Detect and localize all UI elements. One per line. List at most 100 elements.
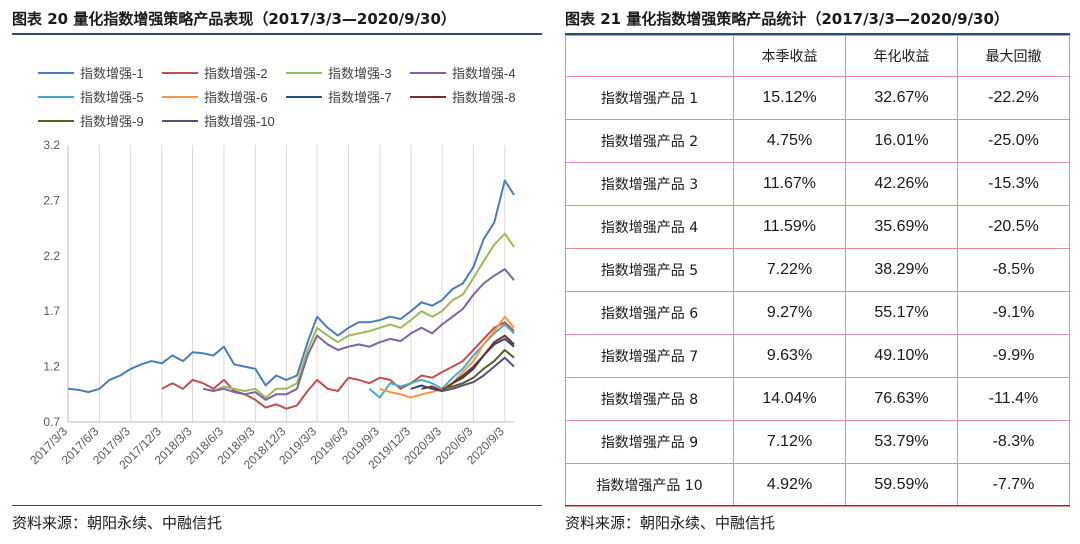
row-name: 指数增强产品 1 [565,76,734,120]
legend-item: 指数增强-10 [162,111,275,130]
series-line-4 [202,268,515,401]
legend-swatch [162,71,198,74]
quarter-return-cell: 15.12% [733,76,846,120]
stats-table: 本季收益 年化收益 最大回撤 指数增强产品 1 15.12% 32.67% -22.2… [565,35,1070,507]
header-quarter-return: 本季收益 [733,35,846,77]
legend-label: 指数增强-9 [80,114,144,129]
legend-swatch [162,95,198,98]
left-title-rule [12,33,542,35]
right-source-text: 资料来源：朝阳永续、中融信托 [565,514,776,532]
annual-return-cell: 32.67% [845,76,958,120]
line-chart: 3.22.72.21.71.20.72017/3/32017/6/32017/9… [27,138,515,472]
drawdown-cell: -15.3% [957,162,1070,206]
table-title: 图表 21 量化指数增强策略产品统计（2017/3/3—2020/9/30） [565,10,1009,28]
legend-label: 指数增强-5 [80,90,144,105]
quarter-return-cell: 4.75% [733,119,846,163]
quarter-return-cell: 7.22% [733,248,846,292]
legend-item: 指数增强-8 [410,87,516,106]
y-tick-label: 2.7 [43,193,60,207]
table-row: 指数增强产品 9 7.12% 53.79% -8.3% [565,420,1070,464]
legend-swatch [410,95,446,98]
drawdown-cell: -7.7% [957,463,1070,507]
drawdown-cell: -9.9% [957,334,1070,378]
header-max-drawdown: 最大回撤 [957,35,1070,77]
legend-item: 指数增强-2 [162,63,268,82]
table-row: 指数增强产品 1 15.12% 32.67% -22.2% [565,76,1070,120]
legend-label: 指数增强-4 [452,66,516,81]
table-row: 指数增强产品 8 14.04% 76.63% -11.4% [565,377,1070,421]
drawdown-cell: -11.4% [957,377,1070,421]
legend-label: 指数增强-2 [204,66,268,81]
quarter-return-cell: 9.63% [733,334,846,378]
annual-return-cell: 42.26% [845,162,958,206]
row-name: 指数增强产品 3 [565,162,734,206]
series-line-8 [421,334,515,392]
row-name: 指数增强产品 6 [565,291,734,335]
annual-return-cell: 49.10% [845,334,958,378]
drawdown-cell: -8.3% [957,420,1070,464]
table-row: 指数增强产品 2 4.75% 16.01% -25.0% [565,119,1070,163]
drawdown-cell: -8.5% [957,248,1070,292]
legend-swatch [162,119,198,122]
series-line-1 [67,179,515,394]
series-line-10 [441,356,515,392]
quarter-return-cell: 14.04% [733,377,846,421]
series-line-9 [441,349,515,390]
row-name: 指数增强产品 4 [565,205,734,249]
right-source-rule [565,505,1070,506]
legend-label: 指数增强-1 [80,66,144,81]
legend-swatch [410,71,446,74]
series-line-3 [202,232,515,399]
annual-return-cell: 55.17% [845,291,958,335]
table-row: 指数增强产品 7 9.63% 49.10% -9.9% [565,334,1070,378]
header-annual-return: 年化收益 [845,35,958,77]
series-line-2 [161,321,515,410]
table-row: 指数增强产品 5 7.22% 38.29% -8.5% [565,248,1070,292]
y-tick-label: 0.7 [43,415,60,429]
annual-return-cell: 53.79% [845,420,958,464]
annual-return-cell: 76.63% [845,377,958,421]
drawdown-cell: -20.5% [957,205,1070,249]
quarter-return-cell: 11.67% [733,162,846,206]
legend-item: 指数增强-5 [38,87,144,106]
legend-swatch [38,119,74,122]
y-tick-label: 3.2 [43,138,60,152]
row-name: 指数增强产品 8 [565,377,734,421]
left-source-text: 资料来源：朝阳永续、中融信托 [12,514,223,532]
legend-item: 指数增强-6 [162,87,268,106]
legend-item: 指数增强-3 [286,63,392,82]
annual-return-cell: 38.29% [845,248,958,292]
y-tick-label: 2.2 [43,249,60,263]
legend-label: 指数增强-7 [328,90,392,105]
y-tick-label: 1.7 [43,304,60,318]
drawdown-cell: -22.2% [957,76,1070,120]
legend-swatch [286,95,322,98]
row-name: 指数增强产品 10 [565,463,734,507]
chart-title: 图表 20 量化指数增强策略产品表现（2017/3/3—2020/9/30） [12,10,456,28]
annual-return-cell: 16.01% [845,119,958,163]
legend-swatch [286,71,322,74]
right-title-rule [565,33,1070,35]
legend-swatch [38,95,74,98]
quarter-return-cell: 4.92% [733,463,846,507]
header-empty [565,35,734,77]
drawdown-cell: -9.1% [957,291,1070,335]
annual-return-cell: 59.59% [845,463,958,507]
quarter-return-cell: 7.12% [733,420,846,464]
row-name: 指数增强产品 5 [565,248,734,292]
row-name: 指数增强产品 9 [565,420,734,464]
legend-item: 指数增强-1 [38,63,144,82]
table-header-row: 本季收益 年化收益 最大回撤 [565,35,1070,77]
annual-return-cell: 35.69% [845,205,958,249]
drawdown-cell: -25.0% [957,119,1070,163]
legend-label: 指数增强-6 [204,90,268,105]
table-row: 指数增强产品 6 9.27% 55.17% -9.1% [565,291,1070,335]
legend-label: 指数增强-10 [204,114,275,129]
legend-label: 指数增强-8 [452,90,516,105]
legend-item: 指数增强-7 [286,87,392,106]
legend-item: 指数增强-9 [38,111,144,130]
legend-swatch [38,71,74,74]
quarter-return-cell: 11.59% [733,205,846,249]
row-name: 指数增强产品 7 [565,334,734,378]
table-row: 指数增强产品 4 11.59% 35.69% -20.5% [565,205,1070,249]
